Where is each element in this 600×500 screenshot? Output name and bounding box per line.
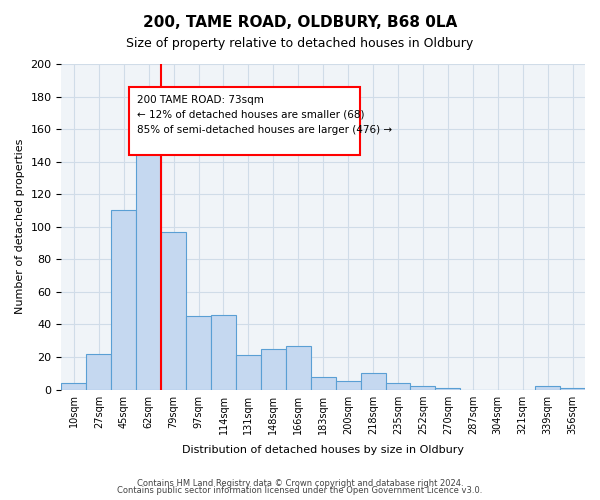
Text: Size of property relative to detached houses in Oldbury: Size of property relative to detached ho… — [127, 38, 473, 51]
Text: Contains HM Land Registry data © Crown copyright and database right 2024.: Contains HM Land Registry data © Crown c… — [137, 478, 463, 488]
Bar — [535, 386, 560, 390]
Bar — [136, 128, 161, 390]
X-axis label: Distribution of detached houses by size in Oldbury: Distribution of detached houses by size … — [182, 445, 464, 455]
Y-axis label: Number of detached properties: Number of detached properties — [15, 139, 25, 314]
Bar — [436, 388, 460, 390]
Bar — [236, 356, 261, 390]
Bar — [335, 382, 361, 390]
Bar — [111, 210, 136, 390]
Bar — [86, 354, 111, 390]
Bar — [161, 232, 186, 390]
Bar — [560, 388, 585, 390]
Bar — [311, 376, 335, 390]
Text: Contains public sector information licensed under the Open Government Licence v3: Contains public sector information licen… — [118, 486, 482, 495]
Bar — [410, 386, 436, 390]
Bar — [211, 314, 236, 390]
Bar — [386, 383, 410, 390]
Text: 200, TAME ROAD, OLDBURY, B68 0LA: 200, TAME ROAD, OLDBURY, B68 0LA — [143, 15, 457, 30]
Bar — [286, 346, 311, 390]
FancyBboxPatch shape — [130, 87, 360, 155]
Bar — [361, 374, 386, 390]
Bar — [261, 349, 286, 390]
Bar — [186, 316, 211, 390]
Text: 200 TAME ROAD: 73sqm
← 12% of detached houses are smaller (68)
85% of semi-detac: 200 TAME ROAD: 73sqm ← 12% of detached h… — [137, 95, 392, 134]
Bar — [61, 383, 86, 390]
